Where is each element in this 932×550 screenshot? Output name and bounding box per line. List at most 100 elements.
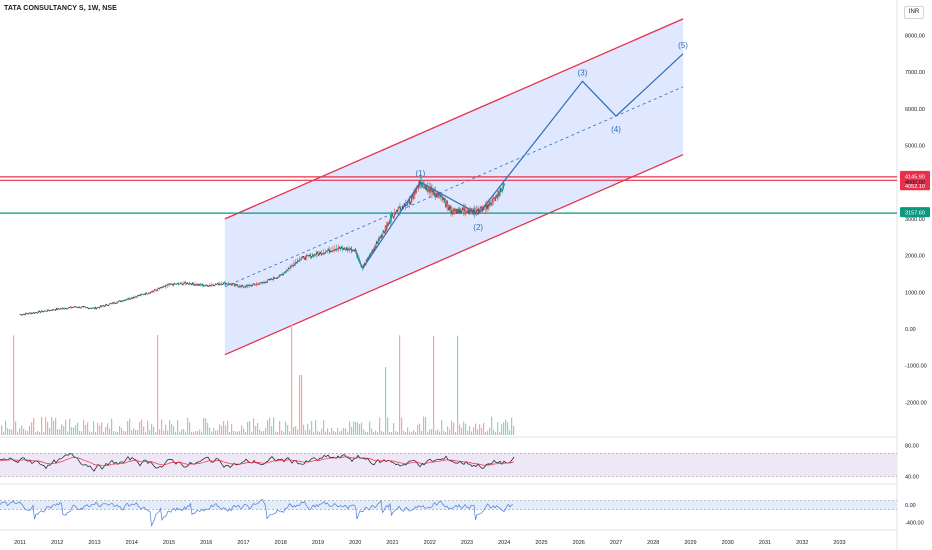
volume-bar bbox=[311, 421, 313, 435]
volume-bar bbox=[135, 430, 137, 435]
volume-bar bbox=[375, 430, 377, 435]
volume-bar bbox=[197, 431, 199, 435]
volume-bar bbox=[265, 427, 267, 435]
volume-bar bbox=[119, 426, 121, 435]
volume-bar bbox=[105, 427, 107, 435]
volume-bar bbox=[269, 417, 271, 435]
volume-bar bbox=[117, 431, 119, 435]
channel-upper-line[interactable] bbox=[224, 18, 684, 220]
volume-bar bbox=[505, 419, 507, 435]
volume-bar bbox=[499, 431, 501, 435]
x-tick-label: 2025 bbox=[535, 540, 547, 546]
volume-bar bbox=[345, 428, 347, 435]
volume-bar bbox=[125, 431, 127, 435]
volume-bar bbox=[369, 421, 371, 435]
volume-bar bbox=[293, 427, 295, 435]
currency-badge[interactable]: INR bbox=[904, 6, 924, 19]
volume-bar bbox=[471, 431, 473, 435]
volume-bar bbox=[127, 421, 129, 435]
volume-bar bbox=[179, 431, 181, 435]
volume-bar bbox=[397, 431, 399, 435]
price-level-tag bbox=[900, 180, 930, 191]
volume-bar bbox=[225, 425, 227, 435]
volume-bar bbox=[153, 426, 155, 435]
x-tick-label: 2027 bbox=[610, 540, 622, 546]
elliott-wave-path[interactable] bbox=[362, 53, 684, 269]
volume-bar bbox=[169, 419, 171, 435]
volume-bar bbox=[217, 430, 219, 435]
volume-bar bbox=[221, 425, 223, 435]
volume-bar bbox=[485, 431, 487, 435]
y-tick-label: 0.00 bbox=[905, 327, 916, 333]
price-panel[interactable]: (1) (2) (3) (4) (5) bbox=[0, 0, 898, 550]
volume-bar bbox=[1, 425, 3, 435]
volume-bar bbox=[243, 428, 245, 435]
volume-bar bbox=[215, 430, 217, 435]
volume-bar bbox=[393, 422, 395, 435]
volume-bar bbox=[25, 430, 27, 435]
oscillator-line bbox=[0, 498, 514, 527]
volume-bar bbox=[323, 420, 325, 435]
volume-bar bbox=[137, 429, 139, 435]
volume-bar bbox=[325, 431, 327, 435]
rsi-panel[interactable] bbox=[0, 453, 897, 477]
volume-bar bbox=[349, 421, 351, 435]
volume-bar bbox=[43, 431, 45, 435]
volume-bar bbox=[255, 425, 257, 435]
volume-bar bbox=[487, 430, 489, 435]
volume-bar bbox=[439, 431, 441, 435]
price-axis[interactable]: 4145.90 4052.10 3157.60 8000.00 7000.00 6000.… bbox=[900, 33, 930, 527]
volume-bar bbox=[503, 422, 505, 435]
x-tick-label: 2016 bbox=[200, 540, 212, 546]
volume-bar bbox=[289, 431, 291, 435]
volume-bar bbox=[73, 427, 75, 435]
volume-bar bbox=[453, 422, 455, 435]
volume-bar bbox=[75, 425, 77, 435]
volume-bar bbox=[353, 421, 355, 435]
volume-bar bbox=[341, 430, 343, 435]
volume-bar bbox=[41, 416, 43, 435]
x-tick-label: 2011 bbox=[14, 540, 26, 546]
volume-bar bbox=[413, 429, 415, 435]
volume-bar bbox=[239, 431, 241, 435]
volume-bar bbox=[53, 420, 55, 435]
volume-bar bbox=[71, 427, 73, 435]
volume-bar bbox=[425, 417, 427, 435]
volume-bar bbox=[367, 431, 369, 435]
volume-bar bbox=[249, 421, 251, 435]
volume-bar bbox=[31, 422, 33, 435]
volume-bar bbox=[335, 431, 337, 435]
volume-bar bbox=[477, 429, 479, 435]
volume-bar bbox=[51, 417, 53, 435]
oscillator-panel[interactable] bbox=[0, 498, 897, 527]
volume-bar bbox=[185, 431, 187, 435]
x-tick-label: 2012 bbox=[51, 540, 63, 546]
volume-bar bbox=[163, 430, 165, 435]
volume-bar bbox=[195, 431, 197, 435]
volume-bar bbox=[493, 429, 495, 435]
volume-bar bbox=[333, 430, 335, 435]
volume-bar bbox=[207, 422, 209, 435]
price-level-tag bbox=[900, 207, 930, 218]
channel-lower-line[interactable] bbox=[224, 154, 684, 356]
time-axis[interactable]: 2011 2012 2013 2014 2015 2016 2017 2018 2019 2020… bbox=[14, 540, 846, 546]
volume-bar bbox=[511, 417, 513, 435]
volume-bar bbox=[227, 420, 229, 435]
volume-bar bbox=[445, 431, 447, 435]
volume-bar bbox=[111, 418, 113, 435]
volume-bar bbox=[141, 419, 143, 435]
volume-bar bbox=[211, 431, 213, 435]
volume-bar bbox=[65, 419, 67, 435]
volume-bar bbox=[501, 424, 503, 435]
volume-bar bbox=[91, 431, 93, 435]
volume-bar bbox=[77, 422, 79, 435]
volume-bar bbox=[63, 426, 65, 435]
x-tick-label: 2021 bbox=[386, 540, 398, 546]
volume-bar bbox=[93, 421, 95, 435]
volume-bar bbox=[87, 422, 89, 435]
volume-bar bbox=[89, 431, 91, 435]
volume-bar bbox=[161, 419, 163, 435]
volume-bar bbox=[81, 431, 83, 435]
volume-bar bbox=[199, 429, 201, 435]
